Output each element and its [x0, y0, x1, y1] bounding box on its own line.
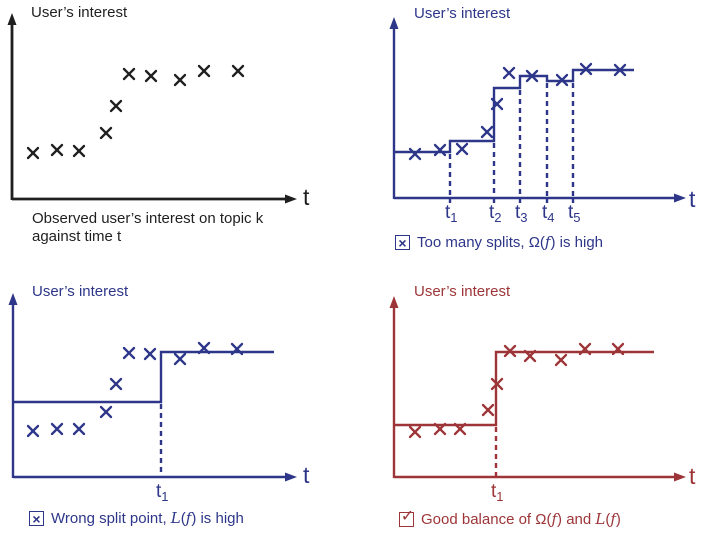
axes — [7, 13, 297, 204]
data-point-x — [525, 69, 539, 83]
x-axis-label: t — [303, 184, 310, 210]
plot-good-balance: t1 — [389, 296, 686, 504]
data-point-x — [523, 349, 537, 363]
data-point-x — [555, 73, 569, 87]
step-function-line — [394, 68, 634, 154]
data-point-x — [455, 142, 469, 156]
data-point-x — [143, 347, 157, 361]
axes — [389, 296, 686, 482]
data-point-x — [613, 63, 627, 77]
x-axis-label: t — [689, 463, 696, 489]
plot-too-many-splits: t1 t2 t3 t4 t5 — [389, 17, 686, 225]
data-point-x — [231, 64, 245, 78]
data-point-x — [26, 146, 40, 160]
panel-observed-interest: User’s interest t Observed user’s intere… — [0, 0, 352, 267]
data-point-x — [433, 143, 447, 157]
data-point-x — [502, 66, 516, 80]
chart-title: User’s interest — [31, 4, 128, 21]
caption-line: against time t — [32, 228, 122, 246]
data-point-x — [433, 422, 447, 436]
data-point-x — [26, 424, 40, 438]
chart-title: User’s interest — [32, 283, 129, 300]
chart-title: User’s interest — [414, 5, 511, 22]
checked-box-icon: ✓ — [399, 508, 414, 527]
data-point-x — [72, 144, 86, 158]
plot-wrong-split-point: t1 — [8, 293, 297, 504]
data-point-x — [453, 422, 467, 436]
split-tick-label: t3 — [515, 202, 528, 225]
data-point-x — [611, 342, 625, 356]
data-point-x — [481, 403, 495, 417]
split-tick-label: t2 — [489, 202, 502, 225]
step-function-line — [394, 350, 654, 427]
chart-title: User’s interest — [414, 283, 511, 300]
data-point-x — [408, 147, 422, 161]
data-point-x — [197, 341, 211, 355]
x-axis-label: t — [303, 462, 310, 488]
data-point-x — [122, 67, 136, 81]
caption-text: Too many splits, Ω(f) is high — [417, 233, 604, 251]
panel-too-many-splits: t1 t2 t3 t4 t5 User’s interest t × Too many s… — [352, 0, 703, 267]
step-function-line — [13, 350, 274, 404]
axes — [389, 17, 686, 203]
data-point-x — [480, 125, 494, 139]
data-point-x — [554, 353, 568, 367]
split-tick-label: t4 — [542, 202, 555, 225]
x-axis-label: t — [689, 186, 696, 212]
caption: × Wrong split point, L(f) is high — [29, 509, 244, 527]
data-point-x — [99, 126, 113, 140]
boxed-x-icon: × — [29, 511, 44, 526]
axes — [8, 293, 297, 482]
caption-text: Wrong split point, L(f) is high — [51, 509, 244, 527]
caption: Observed user’s interest on topic k again… — [32, 210, 263, 247]
data-point-x — [173, 73, 187, 87]
split-tick-label: t1 — [445, 202, 458, 225]
data-point-x — [230, 342, 244, 356]
data-point-x — [197, 64, 211, 78]
data-point-x — [408, 425, 422, 439]
split-tick-label: t1 — [156, 481, 169, 504]
split-tick-label: t1 — [491, 481, 504, 504]
panel-wrong-split-point: t1 User’s interest t × Wrong split point,… — [0, 267, 352, 534]
data-point-x — [109, 99, 123, 113]
data-point-x — [503, 344, 517, 358]
data-point-x — [50, 422, 64, 436]
data-point-x — [173, 352, 187, 366]
plot-observed-interest — [7, 13, 297, 204]
data-point-x — [109, 377, 123, 391]
panel-good-balance: t1 User’s interest t ✓ Good balance of Ω(… — [352, 267, 703, 534]
boxed-x-icon: × — [395, 235, 410, 250]
data-point-x — [122, 346, 136, 360]
caption-text: Good balance of Ω(f) and L(f) — [421, 510, 621, 528]
data-point-x — [144, 69, 158, 83]
data-point-x — [99, 405, 113, 419]
data-point-x — [490, 377, 504, 391]
data-point-x — [50, 143, 64, 157]
caption: × Too many splits, Ω(f) is high — [395, 233, 604, 251]
caption: ✓ Good balance of Ω(f) and L(f) — [399, 508, 621, 528]
split-tick-label: t5 — [568, 202, 581, 225]
data-point-x — [490, 97, 504, 111]
caption-line: Observed user’s interest on topic k — [32, 210, 264, 227]
data-point-x — [72, 422, 86, 436]
data-point-x — [579, 62, 593, 76]
data-point-x — [578, 342, 592, 356]
